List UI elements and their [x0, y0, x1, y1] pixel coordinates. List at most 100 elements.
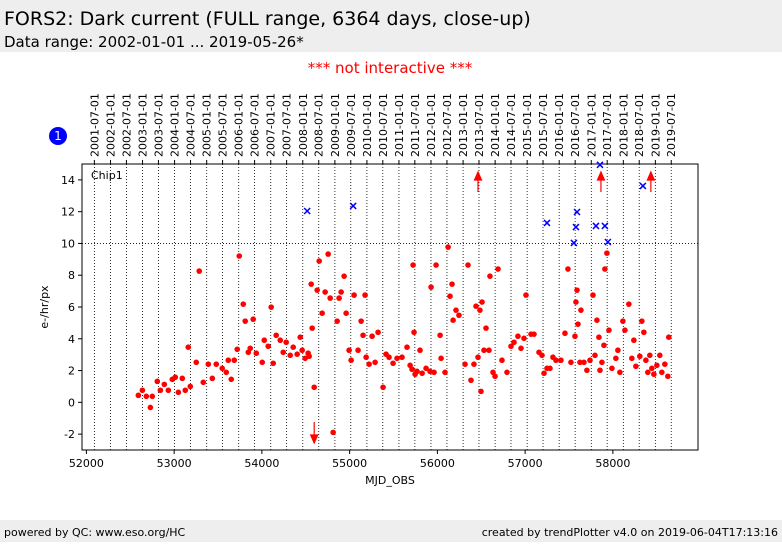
x-tick-label: 58000 — [595, 457, 630, 470]
point — [573, 299, 579, 305]
point — [531, 331, 537, 337]
point — [334, 318, 340, 324]
point — [662, 361, 668, 368]
point — [390, 360, 396, 367]
point — [597, 367, 603, 374]
footer-band — [0, 520, 782, 542]
x2-tick-label: 2018-07-01 — [633, 93, 646, 157]
point — [348, 357, 354, 364]
point — [499, 357, 505, 364]
point — [135, 392, 142, 399]
x-axis-label: MJD_OBS — [365, 474, 415, 487]
point — [477, 307, 483, 313]
x2-tick-label: 2019-01-01 — [649, 93, 662, 157]
point — [657, 352, 663, 359]
point — [161, 381, 168, 388]
point — [369, 333, 375, 340]
point — [346, 347, 352, 354]
point — [449, 281, 455, 287]
point — [290, 344, 297, 350]
point — [604, 250, 610, 256]
point — [453, 307, 459, 313]
x2-tick-label: 2016-07-01 — [569, 93, 582, 157]
point — [574, 287, 580, 293]
x2-tick-label: 2002-01-01 — [105, 93, 118, 157]
badge-label: 1 — [54, 129, 62, 143]
point — [587, 357, 593, 364]
point — [541, 370, 547, 377]
point — [311, 384, 317, 391]
x2-tick-label: 2013-01-01 — [457, 93, 470, 157]
point — [419, 370, 425, 377]
x2-tick-label: 2003-01-01 — [137, 93, 150, 157]
point — [609, 365, 615, 372]
point — [362, 292, 368, 298]
point — [631, 337, 637, 344]
y-tick-label: 6 — [68, 301, 75, 314]
point — [175, 389, 182, 396]
point — [456, 312, 462, 319]
point — [399, 354, 405, 361]
point — [386, 354, 392, 361]
point — [475, 354, 481, 361]
point — [366, 361, 372, 368]
x2-tick-label: 2015-07-01 — [537, 93, 550, 157]
y-tick-label: 2 — [68, 365, 75, 378]
point — [565, 266, 571, 272]
point — [645, 369, 651, 376]
point — [200, 379, 207, 386]
x-tick-label: 53000 — [157, 457, 192, 470]
point — [620, 318, 626, 324]
point — [558, 357, 564, 364]
point — [547, 365, 553, 372]
point — [394, 355, 400, 362]
point — [465, 262, 471, 268]
point — [599, 359, 605, 366]
point — [277, 337, 284, 344]
chart-title: FORS2: Dark current (FULL range, 6364 da… — [4, 8, 531, 30]
point — [375, 329, 381, 336]
point — [442, 369, 448, 376]
point — [147, 404, 154, 411]
point — [473, 303, 479, 310]
x2-tick-label: 2011-07-01 — [409, 93, 422, 157]
x-tick-label: 55000 — [332, 457, 367, 470]
point — [261, 337, 268, 344]
x2-tick-label: 2008-01-01 — [297, 93, 310, 157]
point — [247, 345, 254, 352]
point — [643, 357, 649, 364]
chart-subtitle: Data range: 2002-01-01 ... 2019-05-26* — [4, 33, 304, 51]
y-tick-label: -2 — [64, 428, 75, 441]
point — [553, 357, 559, 364]
point — [431, 369, 437, 376]
x2-tick-label: 2015-01-01 — [521, 93, 534, 157]
point — [633, 363, 639, 370]
x2-tick-label: 2001-07-01 — [88, 93, 101, 157]
x2-tick-label: 2009-01-01 — [329, 93, 342, 157]
y-tick-label: 0 — [68, 396, 75, 409]
x2-tick-label: 2004-07-01 — [185, 93, 198, 157]
y-tick-label: 4 — [68, 333, 75, 346]
point — [259, 359, 266, 366]
point — [508, 343, 514, 350]
point — [584, 367, 590, 374]
point — [487, 273, 493, 279]
point — [468, 377, 474, 384]
point — [515, 333, 521, 340]
x2-tick-label: 2010-01-01 — [361, 93, 374, 157]
point — [223, 369, 230, 376]
x2-tick-label: 2017-01-01 — [585, 93, 598, 157]
point — [437, 332, 443, 339]
point — [486, 347, 492, 354]
point — [179, 375, 186, 382]
point — [280, 349, 287, 356]
point — [360, 332, 366, 339]
point — [649, 365, 655, 372]
header-band — [0, 0, 782, 52]
point — [592, 352, 598, 359]
y-tick-label: 10 — [61, 237, 75, 250]
x2-tick-label: 2011-01-01 — [393, 93, 406, 157]
point — [225, 357, 232, 364]
x2-tick-label: 2012-01-01 — [425, 93, 438, 157]
x2-tick-label: 2003-07-01 — [152, 93, 165, 157]
